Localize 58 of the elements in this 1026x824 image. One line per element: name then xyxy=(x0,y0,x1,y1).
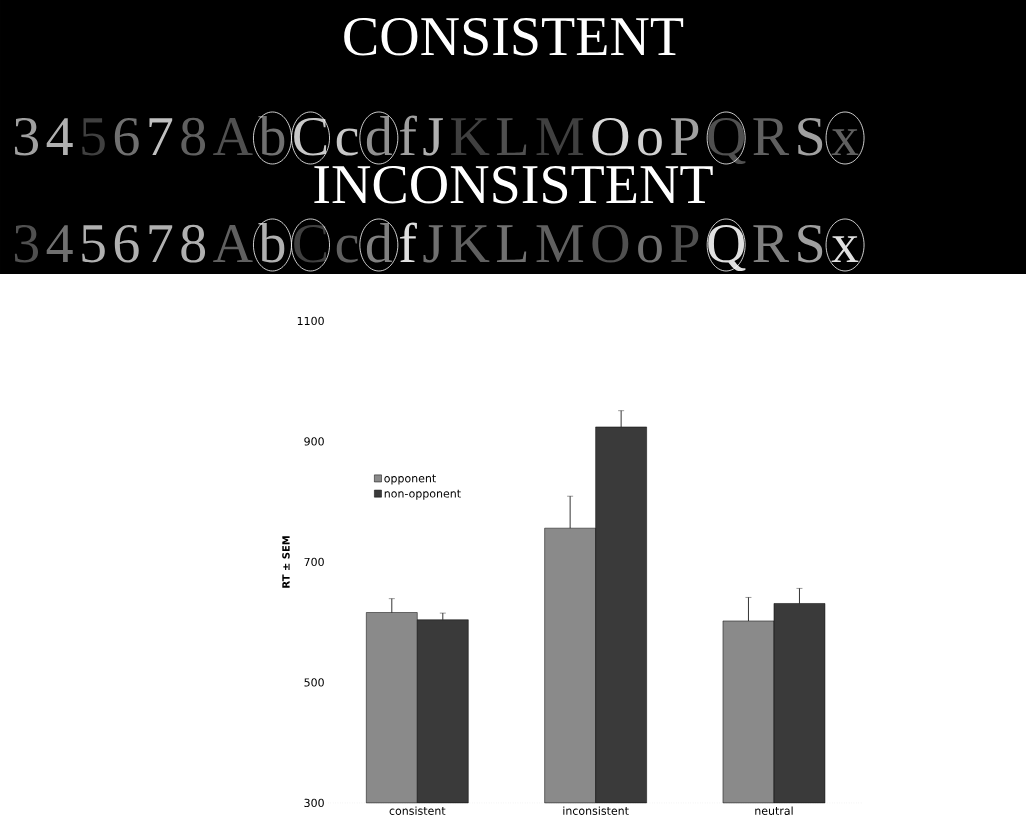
text: C xyxy=(294,117,327,156)
text: K xyxy=(451,225,490,262)
text: 3 xyxy=(14,224,39,263)
text: P xyxy=(670,225,699,262)
text: b xyxy=(258,223,285,263)
text: J xyxy=(423,225,443,263)
legend-label: opponent xyxy=(384,474,436,485)
text: A xyxy=(213,225,253,262)
text: 4 xyxy=(46,118,73,155)
text: M xyxy=(536,225,584,262)
text: c xyxy=(336,235,358,263)
text: O xyxy=(592,117,629,156)
text: J xyxy=(423,118,443,156)
text: 7 xyxy=(149,225,173,262)
text: K xyxy=(451,118,490,155)
y-tick-label: 300 xyxy=(304,798,324,808)
text: O xyxy=(592,224,629,263)
text: o xyxy=(638,128,662,156)
text: 5 xyxy=(82,225,105,263)
text: f xyxy=(399,115,417,155)
y-tick-label: 500 xyxy=(304,678,324,687)
text: x xyxy=(831,129,859,155)
text: d xyxy=(366,223,393,263)
text: c xyxy=(336,128,358,156)
text: f xyxy=(399,222,417,262)
y-tick-label: 1100 xyxy=(297,316,324,326)
text: Q xyxy=(708,224,746,272)
y-axis-title: RT ± SEM xyxy=(282,536,290,588)
text: CONSISTENT xyxy=(344,17,684,56)
text: S xyxy=(798,117,823,156)
text: o xyxy=(638,235,662,263)
text: L xyxy=(496,118,527,155)
text: 6 xyxy=(114,224,139,263)
legend-label: non-opponent xyxy=(384,489,461,500)
text: 4 xyxy=(46,225,73,262)
text: L xyxy=(496,225,527,262)
text: 8 xyxy=(181,224,206,263)
text: A xyxy=(213,118,253,155)
text: P xyxy=(670,118,699,155)
y-tick-label: 700 xyxy=(304,557,324,567)
text: b xyxy=(258,116,285,156)
text: 3 xyxy=(14,117,39,156)
text: 5 xyxy=(82,118,105,156)
x-tick-label: inconsistent xyxy=(563,806,629,815)
x-tick-label: consistent xyxy=(389,806,446,815)
text: 8 xyxy=(181,117,206,156)
text: C xyxy=(294,224,327,263)
text: R xyxy=(753,118,790,155)
text: x xyxy=(831,236,859,262)
text: S xyxy=(798,224,823,263)
text: R xyxy=(753,225,790,262)
text: INCONSISTENT xyxy=(314,165,713,204)
text: 7 xyxy=(149,118,173,155)
x-tick-label: neutral xyxy=(755,806,793,815)
text: 6 xyxy=(114,117,139,156)
y-tick-label: 900 xyxy=(304,437,324,446)
text: M xyxy=(536,118,584,155)
text: d xyxy=(366,116,393,156)
